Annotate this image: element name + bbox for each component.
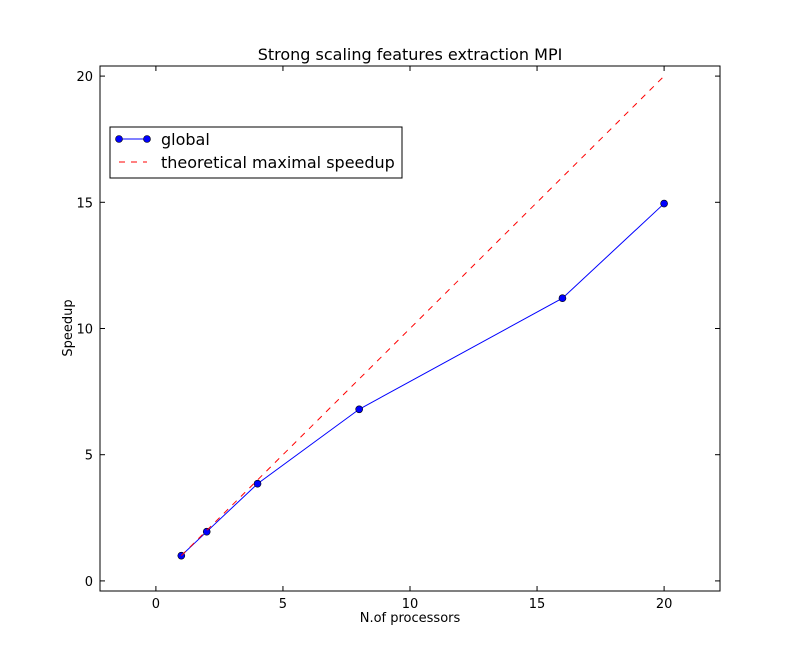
data-point-global [558,294,567,303]
legend-marker-global [143,135,151,143]
legend-label-theoretical: theoretical maximal speedup [161,153,395,172]
x-tick-label: 20 [656,597,673,612]
y-tick-label: 10 [76,323,93,338]
x-axis-label: N.of processors [360,611,461,626]
series-line-theoretical [180,75,665,557]
data-point-global [253,479,262,488]
x-tick-label: 0 [152,597,160,612]
x-tick-label: 15 [529,597,546,612]
chart-title: Strong scaling features extraction MPI [258,45,563,64]
data-point-global [660,199,668,208]
data-point-global [202,527,211,536]
y-tick-label: 15 [76,196,93,211]
y-tick-label: 0 [85,575,93,590]
x-tick-label: 5 [279,597,287,612]
y-tick-label: 5 [85,449,93,464]
data-point-global [355,405,363,414]
x-tick-label: 10 [402,597,419,612]
legend-box [109,126,403,179]
legend-label-global: global [161,130,210,149]
legend-marker-global [115,135,123,143]
y-axis-label: Speedup [61,299,76,356]
plot-area: 0 5 10 15 20 0 5 10 15 20 global theoretical maxima… [76,65,721,612]
series-line-global [180,203,665,557]
y-tick-label: 20 [76,70,93,85]
